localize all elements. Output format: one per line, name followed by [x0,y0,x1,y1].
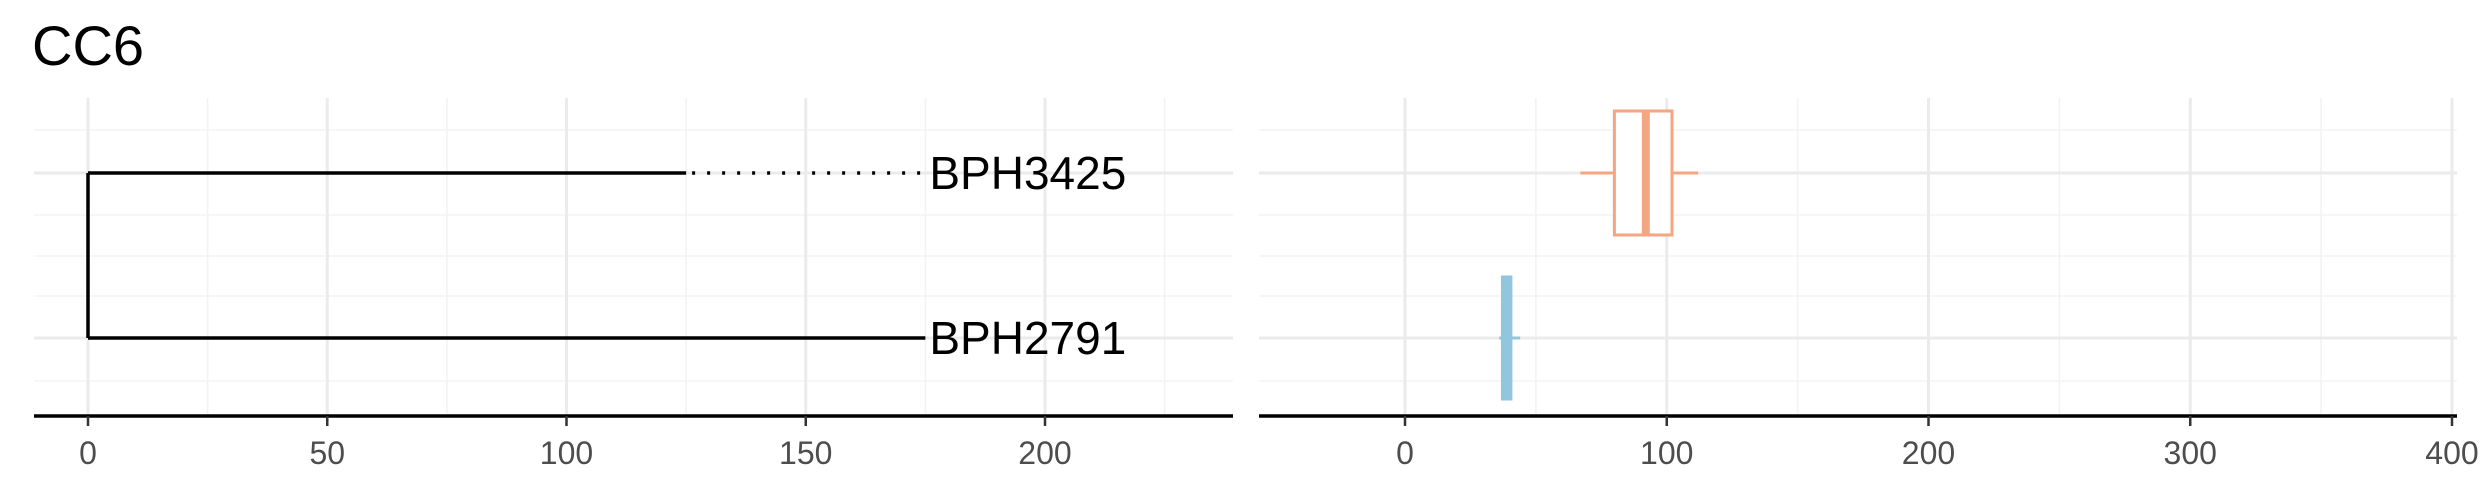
box-x-tick-label: 400 [2425,435,2478,471]
box-x-tick-label: 300 [2164,435,2217,471]
tree-x-tick-label: 100 [540,435,593,471]
tree-x-tick-label: 150 [779,435,832,471]
tree-x-tick-label: 0 [79,435,97,471]
tip-label: BPH2791 [929,312,1126,364]
tree-x-tick-label: 50 [309,435,345,471]
box-x-tick-label: 0 [1396,435,1414,471]
tip-label: BPH3425 [929,147,1126,199]
figure-title: CC6 [32,14,145,77]
boxplot-panel: 0 100 200 300 400 [1259,98,2479,471]
tree-x-tick-label: 200 [1018,435,1071,471]
box-x-tick-label: 200 [1902,435,1955,471]
box-x-tick-label: 100 [1640,435,1693,471]
tree-panel: 0 50 100 150 200 BPH3425 BPH2791 [34,98,1233,471]
box-body [1500,275,1513,401]
